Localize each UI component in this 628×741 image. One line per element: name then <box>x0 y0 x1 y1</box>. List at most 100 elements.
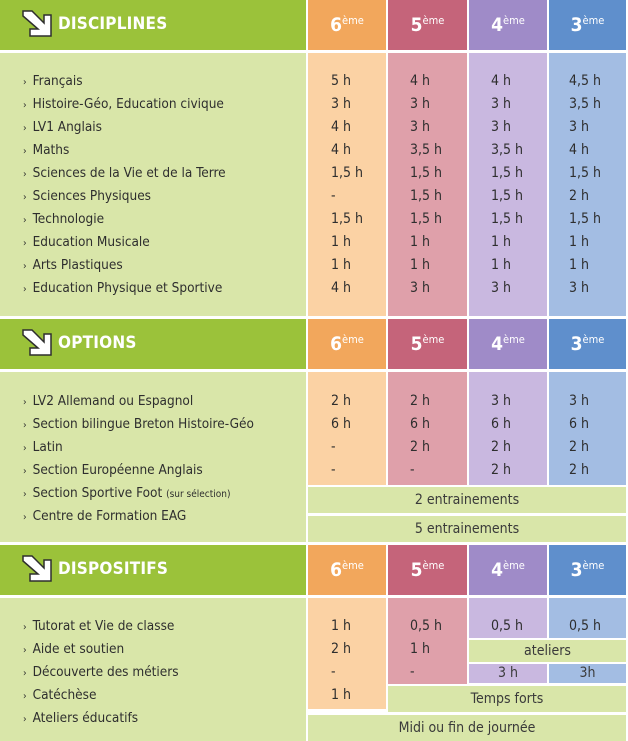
subject-name: Section bilingue Breton Histoire-Géo <box>32 416 254 432</box>
arrow-icon <box>22 555 52 582</box>
disciplines-title: DISCIPLINES <box>58 14 168 34</box>
disciplines-grade-1: 5ème <box>388 0 467 50</box>
hours-value: 2 h <box>569 439 589 455</box>
subject-label: › Tutorat et Vie de classe <box>23 618 174 634</box>
bullet-chevron-icon: › <box>23 512 27 523</box>
grade-number: 5 <box>410 559 423 581</box>
hours-value: 1,5 h <box>410 211 443 227</box>
grade-number: 6 <box>330 333 343 355</box>
hours-value: 1,5 h <box>491 165 524 181</box>
bullet-chevron-icon: › <box>23 261 27 272</box>
hours-value: 2 h <box>491 462 511 478</box>
hours-value: 3 h <box>331 96 351 112</box>
subject-name: LV1 Anglais <box>32 119 103 135</box>
hours-value: 0,5 h <box>410 618 443 634</box>
subject-label: › Education Physique et Sportive <box>23 280 222 296</box>
hours-value: 1 h <box>331 257 351 273</box>
grade-suffix: ème <box>503 14 525 27</box>
hours-value: 5 h <box>331 73 351 89</box>
hours-value: - <box>331 439 336 455</box>
hours-value: 3,5 h <box>491 142 524 158</box>
dispositifs-grade-1: 5ème <box>388 545 467 595</box>
eag-training-band: 5 entrainements <box>308 516 626 542</box>
foot-training-band: 2 entrainements <box>308 487 626 513</box>
subject-label: › Histoire-Géo, Education civique <box>23 96 224 112</box>
bullet-chevron-icon: › <box>23 466 27 477</box>
subject-name: Section Sportive Foot <box>32 485 163 501</box>
dispositifs-list-bg <box>0 598 306 741</box>
hours-value: 4 h <box>410 73 430 89</box>
arrow-icon <box>22 329 52 356</box>
options-list-bg <box>0 372 306 542</box>
hours-value: 6 h <box>491 416 511 432</box>
subject-note: (sur sélection) <box>166 489 231 500</box>
subject-label: › Technologie <box>23 211 104 227</box>
grade-number: 3 <box>570 333 583 355</box>
grade-suffix: ème <box>503 333 525 346</box>
hours-value: 6 h <box>569 416 589 432</box>
subject-label: › Aide et soutien <box>23 641 124 657</box>
subject-name: Technologie <box>32 211 105 227</box>
hours-value: 1 h <box>331 687 351 703</box>
subject-name: Sciences Physiques <box>32 188 152 204</box>
subject-label: › LV2 Allemand ou Espagnol <box>23 393 193 409</box>
hours-value: - <box>331 188 336 204</box>
dispositifs-grade-2: 4ème <box>469 545 547 595</box>
subject-label: › Découverte des métiers <box>23 664 179 680</box>
subject-label: › LV1 Anglais <box>23 119 102 135</box>
disciplines-header: DISCIPLINES <box>0 0 306 50</box>
bullet-chevron-icon: › <box>23 146 27 157</box>
subject-label: › Section Sportive Foot (sur sélection) <box>23 485 230 501</box>
options-grade-1: 5ème <box>388 319 467 369</box>
grade-number: 4 <box>491 333 504 355</box>
hours-value: 3 h <box>410 96 430 112</box>
hours-value: 1 h <box>410 234 430 250</box>
disciplines-grade-0: 6ème <box>308 0 386 50</box>
subject-label: › Education Musicale <box>23 234 150 250</box>
grade-number: 6 <box>330 559 343 581</box>
bullet-chevron-icon: › <box>23 100 27 111</box>
hours-value: 3 h <box>491 280 511 296</box>
hours-value: - <box>410 664 415 680</box>
hours-value: 1 h <box>491 234 511 250</box>
subject-name: Sciences de la Vie et de la Terre <box>32 165 226 181</box>
grade-number: 6 <box>330 14 343 36</box>
hours-value: 1,5 h <box>331 211 364 227</box>
hours-value: 3 h <box>410 280 430 296</box>
hours-value: 2 h <box>569 462 589 478</box>
hours-value: 3 h <box>410 119 430 135</box>
bullet-chevron-icon: › <box>23 714 27 725</box>
hours-value: 0,5 h <box>569 618 602 634</box>
subject-label: › Catéchèse <box>23 687 96 703</box>
subject-name: LV2 Allemand ou Espagnol <box>32 393 194 409</box>
decouverte-4e-value: 3 h <box>469 664 547 683</box>
subject-name: Latin <box>32 439 63 455</box>
subject-label: › Section Européenne Anglais <box>23 462 203 478</box>
subject-label: › Sciences Physiques <box>23 188 151 204</box>
dispositifs-title: DISPOSITIFS <box>58 559 169 579</box>
grade-number: 4 <box>491 14 504 36</box>
disciplines-grade-2: 4ème <box>469 0 547 50</box>
hours-value: 1 h <box>410 257 430 273</box>
grade-number: 5 <box>410 333 423 355</box>
subject-name: Maths <box>32 142 70 158</box>
bullet-chevron-icon: › <box>23 622 27 633</box>
grade-number: 3 <box>570 14 583 36</box>
subject-label: › Latin <box>23 439 63 455</box>
hours-value: - <box>331 462 336 478</box>
dispositifs-col-2 <box>469 598 547 638</box>
hours-value: 4 h <box>331 142 351 158</box>
grade-number: 5 <box>410 14 423 36</box>
bullet-chevron-icon: › <box>23 284 27 295</box>
subject-name: Education Physique et Sportive <box>32 280 223 296</box>
grade-suffix: ème <box>342 333 364 346</box>
grade-suffix: ème <box>582 14 605 27</box>
hours-value: 2 h <box>331 393 351 409</box>
disciplines-col-0 <box>308 53 386 316</box>
grade-suffix: ème <box>342 559 364 572</box>
hours-value: 3,5 h <box>410 142 443 158</box>
hours-value: 4 h <box>569 142 589 158</box>
disciplines-col-1 <box>388 53 467 316</box>
bullet-chevron-icon: › <box>23 192 27 203</box>
hours-value: 1,5 h <box>410 165 443 181</box>
